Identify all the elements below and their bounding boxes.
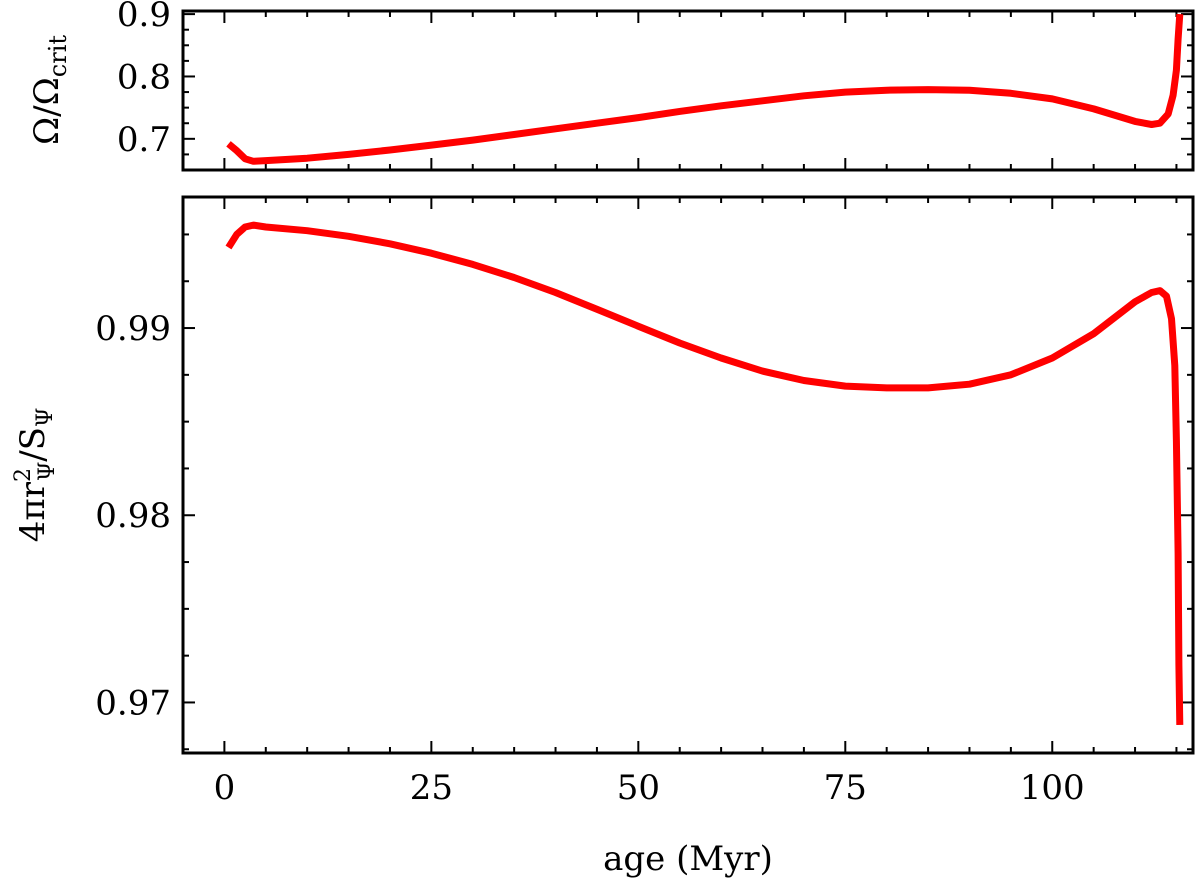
y-tick-label: 0.9 <box>117 0 171 35</box>
top-panel-series-line <box>226 13 1184 165</box>
top-panel-ticks <box>182 11 1193 171</box>
top-panel: 0.7 0.8 0.9 Ω/Ωcrit <box>27 0 1195 172</box>
bottom-panel-x-tick-labels: 0 25 50 75 100 <box>214 768 1085 808</box>
x-tick-label: 0 <box>214 768 236 808</box>
x-tick-label: 50 <box>617 768 660 808</box>
y-tick-label: 0.8 <box>117 57 171 97</box>
x-tick-label: 75 <box>824 768 867 808</box>
bottom-panel: 0.97 0.98 0.99 0 25 50 75 100 4πr2Ψ/SΨ age (My… <box>11 195 1195 879</box>
top-panel-y-tick-labels: 0.7 0.8 0.9 <box>117 0 171 160</box>
bottom-panel-y-tick-labels: 0.97 0.98 0.99 <box>95 309 171 723</box>
x-tick-label: 100 <box>1020 768 1085 808</box>
y-tick-label: 0.7 <box>117 120 171 160</box>
y-tick-label: 0.98 <box>95 496 171 536</box>
x-axis-label: age (Myr) <box>603 839 773 879</box>
y-tick-label: 0.99 <box>95 309 171 349</box>
bottom-panel-frame <box>181 195 1195 755</box>
bottom-panel-y-axis-label: 4πr2Ψ/SΨ <box>11 408 60 543</box>
y-tick-label: 0.97 <box>95 683 171 723</box>
top-panel-y-axis-label: Ω/Ωcrit <box>27 35 72 145</box>
bottom-panel-ticks <box>182 197 1193 753</box>
top-panel-frame <box>181 9 1195 172</box>
x-tick-label: 25 <box>410 768 453 808</box>
bottom-panel-series-line <box>225 221 1184 725</box>
